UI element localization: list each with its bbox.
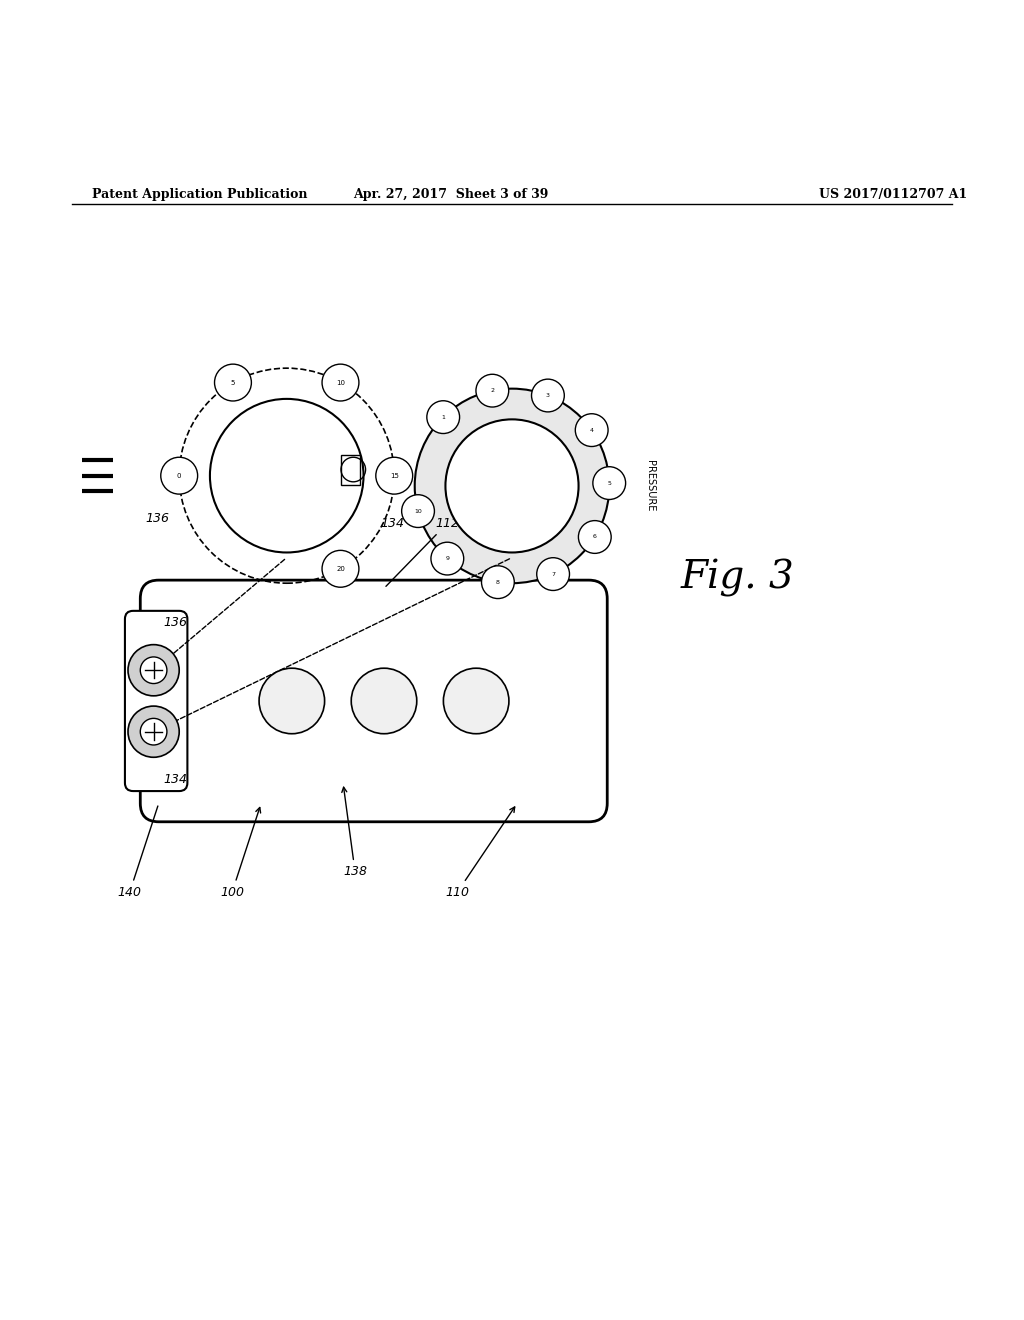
Text: 15: 15 — [390, 473, 398, 479]
Text: 4: 4 — [590, 428, 594, 433]
Text: 1: 1 — [441, 414, 445, 420]
Text: 110: 110 — [445, 807, 515, 899]
Circle shape — [476, 375, 509, 407]
Circle shape — [140, 718, 167, 744]
Text: 138: 138 — [342, 787, 367, 878]
Text: 136: 136 — [145, 512, 169, 524]
Text: 112: 112 — [386, 517, 459, 586]
Circle shape — [445, 420, 579, 553]
Circle shape — [161, 457, 198, 494]
Circle shape — [579, 520, 611, 553]
Circle shape — [128, 644, 179, 696]
Circle shape — [322, 364, 359, 401]
Text: 134: 134 — [164, 772, 187, 785]
Text: PRESSURE: PRESSURE — [645, 461, 655, 512]
Text: 140: 140 — [118, 807, 158, 899]
Text: 10: 10 — [414, 508, 422, 513]
Circle shape — [427, 401, 460, 433]
Circle shape — [537, 558, 569, 590]
Text: 3: 3 — [546, 393, 550, 399]
Text: 136: 136 — [164, 616, 187, 630]
Circle shape — [575, 413, 608, 446]
Circle shape — [481, 566, 514, 598]
Circle shape — [401, 495, 434, 528]
Text: Fig. 3: Fig. 3 — [680, 560, 795, 597]
Text: 0: 0 — [177, 473, 181, 479]
Circle shape — [128, 706, 179, 758]
Text: 9: 9 — [445, 556, 450, 561]
Circle shape — [443, 668, 509, 734]
Text: 134: 134 — [381, 516, 404, 529]
Circle shape — [322, 550, 359, 587]
Text: 2: 2 — [490, 388, 495, 393]
Circle shape — [431, 543, 464, 576]
Text: 5: 5 — [607, 480, 611, 486]
Text: 8: 8 — [496, 579, 500, 585]
FancyBboxPatch shape — [125, 611, 187, 791]
FancyBboxPatch shape — [341, 455, 360, 484]
Text: FREQUENCY: FREQUENCY — [430, 446, 440, 506]
Circle shape — [593, 467, 626, 499]
Text: Apr. 27, 2017  Sheet 3 of 39: Apr. 27, 2017 Sheet 3 of 39 — [353, 187, 548, 201]
Circle shape — [376, 457, 413, 494]
Circle shape — [210, 399, 364, 553]
Text: 5: 5 — [230, 380, 236, 385]
Text: 100: 100 — [220, 808, 260, 899]
Circle shape — [140, 657, 167, 684]
Text: 6: 6 — [593, 535, 597, 540]
Text: US 2017/0112707 A1: US 2017/0112707 A1 — [819, 187, 968, 201]
Circle shape — [531, 379, 564, 412]
Circle shape — [259, 668, 325, 734]
Text: 20: 20 — [336, 566, 345, 572]
Text: 10: 10 — [336, 380, 345, 385]
Circle shape — [351, 668, 417, 734]
Text: 7: 7 — [551, 572, 555, 577]
FancyBboxPatch shape — [140, 579, 607, 822]
Text: Patent Application Publication: Patent Application Publication — [92, 187, 307, 201]
Circle shape — [215, 364, 252, 401]
Circle shape — [415, 388, 609, 583]
